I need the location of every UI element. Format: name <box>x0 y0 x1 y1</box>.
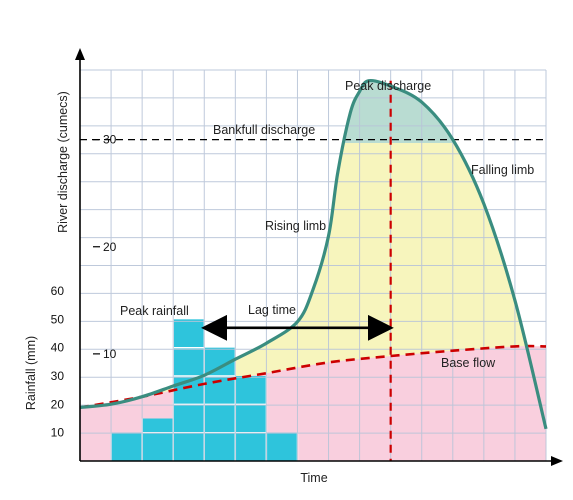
rainfall-tick-label: 20 <box>51 397 65 411</box>
rainfall-tick-label: 40 <box>51 341 65 355</box>
rainfall-bar <box>266 432 298 461</box>
base-flow-label: Base flow <box>441 356 496 370</box>
rainfall-bar <box>173 319 205 461</box>
base-flow-line <box>79 344 547 409</box>
rainfall-tick-label: 60 <box>51 284 65 298</box>
falling-limb-label: Falling limb <box>471 163 534 177</box>
discharge-tick-label: 20 <box>103 240 117 254</box>
rainfall-tick-label: 10 <box>51 426 65 440</box>
discharge-tick-label: 30 <box>103 133 117 147</box>
rainfall-bar <box>142 418 174 461</box>
rainfall-bar <box>111 432 143 461</box>
bankfull-discharge-label: Bankfull discharge <box>213 123 315 137</box>
discharge-ticks: 10 20 30 <box>93 133 117 361</box>
y-axis-label-discharge: River discharge (cumecs) <box>56 91 70 233</box>
rising-limb-label: Rising limb <box>265 219 326 233</box>
lag-time-label: Lag time <box>248 303 296 317</box>
discharge-tick-label: 10 <box>103 347 117 361</box>
hydrograph-line <box>79 78 548 430</box>
peak-discharge-label: Peak discharge <box>345 79 431 93</box>
x-axis-label: Time <box>300 471 327 485</box>
rainfall-bar <box>235 376 267 461</box>
above-bankfull-area <box>343 80 455 143</box>
y-axis-label-rainfall: Rainfall (mm) <box>24 336 38 410</box>
rainfall-tick-label: 30 <box>51 369 65 383</box>
peak-rainfall-label: Peak rainfall <box>120 304 189 318</box>
rainfall-tick-label: 50 <box>51 312 65 326</box>
rainfall-ticks: 10 20 30 40 50 60 <box>51 284 65 440</box>
x-axis-arrow <box>551 456 563 466</box>
y-axis-arrow <box>75 48 85 60</box>
